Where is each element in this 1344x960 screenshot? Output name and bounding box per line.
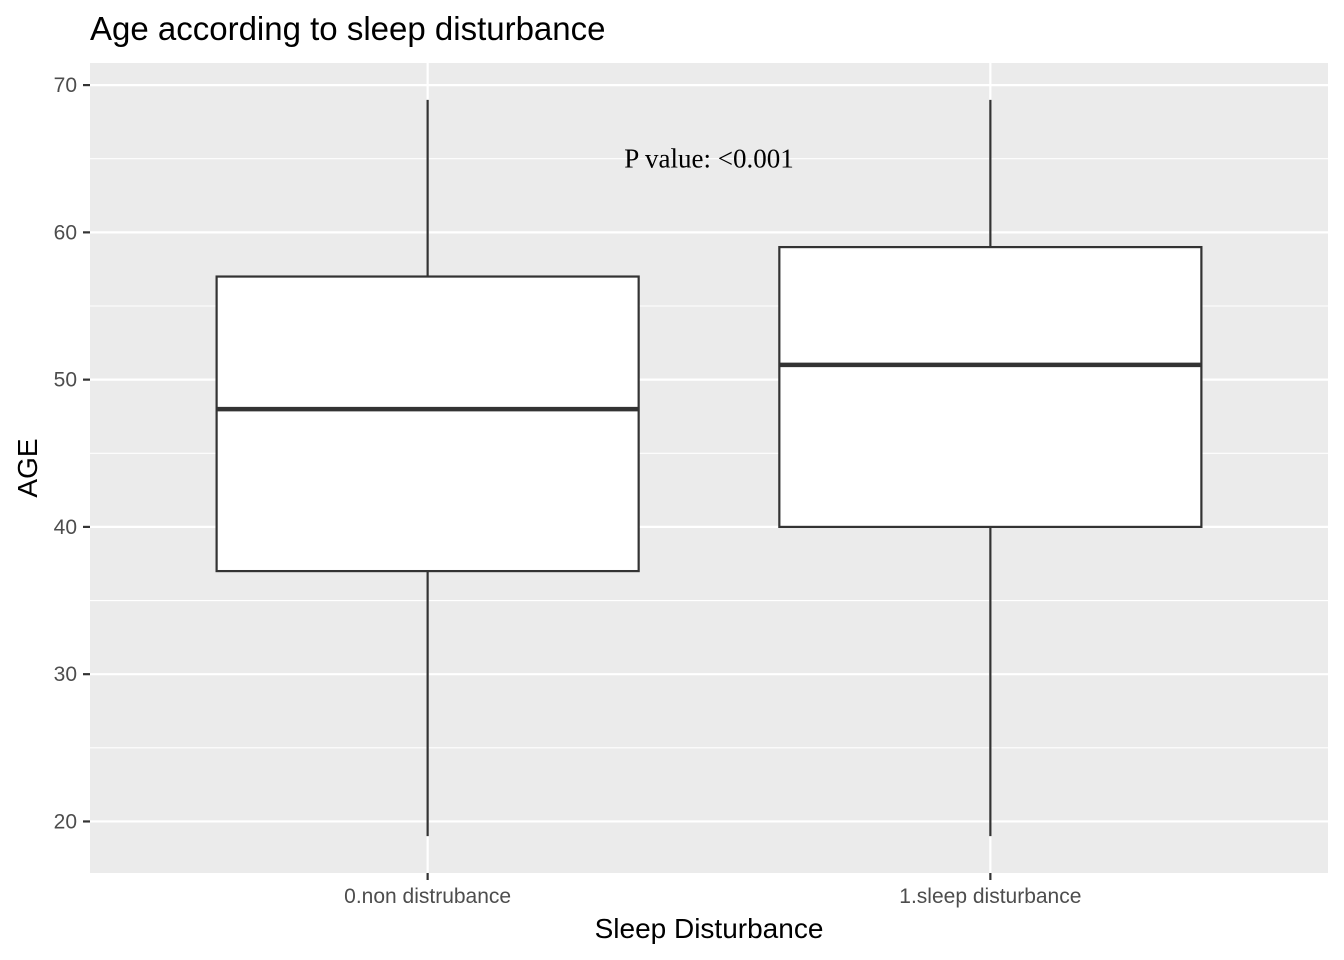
y-tick-label: 50: [54, 369, 77, 392]
y-tick-label: 60: [54, 221, 77, 244]
x-axis-title: Sleep Disturbance: [595, 913, 824, 944]
p-value-annotation: P value: <0.001: [624, 144, 793, 174]
x-axis: 0.non distrubance 1.sleep disturbance: [344, 873, 1081, 908]
y-tick-label: 30: [54, 663, 77, 686]
x-tick-label: 0.non distrubance: [344, 885, 511, 908]
box-iqr: [215, 275, 640, 573]
y-tick-label: 20: [54, 810, 77, 833]
y-axis-title: AGE: [12, 438, 43, 497]
y-tick-label: 40: [54, 516, 77, 539]
boxes: [215, 99, 1203, 837]
y-axis: 20 30 40 50 60 70: [54, 74, 90, 833]
x-tick-label: 1.sleep disturbance: [899, 885, 1081, 908]
y-tick-label: 70: [54, 74, 77, 97]
chart-title: Age according to sleep disturbance: [90, 10, 606, 47]
box-iqr: [778, 245, 1203, 529]
